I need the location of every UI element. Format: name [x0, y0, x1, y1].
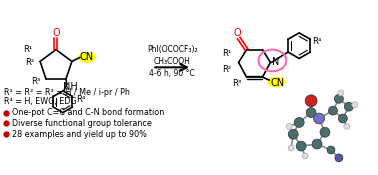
Text: N: N — [272, 57, 279, 67]
Ellipse shape — [78, 52, 96, 63]
Text: CH₃COOH: CH₃COOH — [154, 57, 191, 66]
Text: R²: R² — [26, 58, 35, 67]
Text: 28 examples and yield up to 90%: 28 examples and yield up to 90% — [12, 130, 147, 139]
Text: R⁴ = H, EWG, EDG: R⁴ = H, EWG, EDG — [5, 97, 77, 106]
Text: Diverse functional group tolerance: Diverse functional group tolerance — [12, 119, 152, 128]
FancyArrowPatch shape — [155, 64, 187, 71]
Ellipse shape — [267, 77, 285, 88]
Circle shape — [344, 102, 353, 111]
Text: NH: NH — [62, 82, 77, 92]
Text: 4-6 h, 90 °C: 4-6 h, 90 °C — [149, 69, 195, 78]
Circle shape — [327, 146, 335, 154]
Text: R¹: R¹ — [222, 49, 231, 58]
Text: PhI(OCOCF₃)₂: PhI(OCOCF₃)₂ — [147, 45, 197, 54]
Text: CN: CN — [270, 78, 284, 88]
Circle shape — [294, 118, 304, 127]
Circle shape — [338, 114, 347, 123]
Circle shape — [306, 108, 316, 118]
Circle shape — [305, 95, 317, 107]
Text: R⁴: R⁴ — [312, 37, 322, 46]
Text: R³: R³ — [232, 79, 241, 88]
Text: O: O — [234, 28, 242, 38]
Circle shape — [288, 145, 294, 151]
Circle shape — [335, 94, 343, 103]
Text: R⁴: R⁴ — [76, 95, 85, 104]
Text: One-pot C=C and C-N bond formation: One-pot C=C and C-N bond formation — [12, 108, 164, 117]
Text: CN: CN — [80, 52, 94, 62]
Circle shape — [335, 154, 343, 162]
Text: R²: R² — [222, 65, 231, 74]
Circle shape — [328, 106, 338, 115]
Circle shape — [296, 141, 306, 151]
Circle shape — [286, 123, 292, 129]
Text: R³: R³ — [31, 77, 41, 86]
Text: R¹ = R² = R³ = H / Me / i-pr / Ph: R¹ = R² = R³ = H / Me / i-pr / Ph — [5, 88, 130, 97]
Circle shape — [288, 129, 298, 139]
Circle shape — [338, 90, 344, 96]
Text: O: O — [52, 28, 60, 38]
Circle shape — [314, 113, 324, 124]
Circle shape — [344, 123, 350, 129]
Text: R¹: R¹ — [23, 45, 33, 54]
Circle shape — [320, 127, 330, 137]
Circle shape — [302, 153, 308, 159]
Circle shape — [312, 139, 322, 149]
Circle shape — [352, 102, 358, 108]
